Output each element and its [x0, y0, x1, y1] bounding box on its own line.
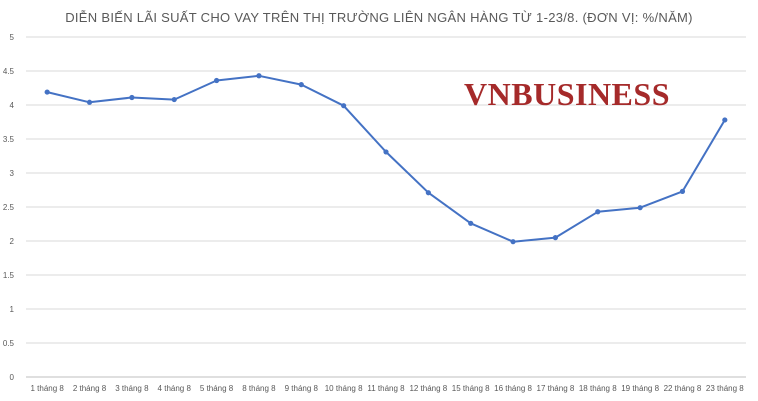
- y-tick-label: 3: [10, 169, 15, 178]
- data-point: [468, 220, 474, 226]
- x-tick-label: 9 tháng 8: [285, 384, 319, 393]
- x-tick-label: 16 tháng 8: [494, 384, 532, 393]
- x-tick-label: 1 tháng 8: [30, 384, 64, 393]
- x-tick-label: 10 tháng 8: [325, 384, 363, 393]
- data-point: [637, 205, 643, 211]
- x-tick-label: 8 tháng 8: [242, 384, 276, 393]
- x-tick-label: 5 tháng 8: [200, 384, 234, 393]
- data-point: [510, 239, 516, 245]
- data-point: [341, 103, 347, 109]
- chart-title: DIỄN BIẾN LÃI SUẤT CHO VAY TRÊN THỊ TRƯỜ…: [65, 10, 693, 25]
- x-tick-label: 4 tháng 8: [158, 384, 192, 393]
- x-tick-label: 18 tháng 8: [579, 384, 617, 393]
- x-tick-label: 3 tháng 8: [115, 384, 149, 393]
- x-tick-label: 2 tháng 8: [73, 384, 107, 393]
- data-point: [256, 73, 262, 79]
- y-tick-label: 4: [10, 101, 15, 110]
- x-tick-label: 15 tháng 8: [452, 384, 490, 393]
- data-point: [425, 190, 431, 196]
- vnbusiness-watermark: VNBUSINESS: [464, 76, 670, 112]
- data-point: [213, 77, 220, 84]
- data-point: [679, 188, 686, 194]
- data-point: [171, 96, 177, 103]
- data-point: [129, 94, 135, 101]
- data-point: [595, 209, 601, 215]
- x-tick-label: 12 tháng 8: [409, 384, 447, 393]
- y-tick-label: 1: [10, 305, 15, 314]
- x-tick-label: 22 tháng 8: [664, 384, 702, 393]
- y-tick-label: 5: [10, 33, 15, 42]
- x-axis-ticks: 1 tháng 8 2 tháng 8 3 tháng 8 4 tháng 8 5 th…: [30, 384, 744, 393]
- grid-lines: [26, 36, 746, 378]
- x-tick-label: 23 tháng 8: [706, 384, 744, 393]
- x-tick-label: 19 tháng 8: [621, 384, 659, 393]
- data-point: [298, 82, 304, 88]
- x-tick-label: 11 tháng 8: [367, 384, 405, 393]
- y-tick-label: 3.5: [3, 135, 15, 144]
- data-point: [383, 149, 389, 155]
- x-tick-label: 17 tháng 8: [537, 384, 575, 393]
- y-tick-label: 1.5: [3, 271, 15, 280]
- y-tick-label: 2: [10, 237, 15, 246]
- data-point: [722, 117, 728, 123]
- data-point: [86, 99, 93, 105]
- y-tick-label: 2.5: [3, 203, 15, 212]
- y-axis-ticks: 0 0.5 1 1.5 2 2.5 3 3.5 4 4.5 5: [3, 33, 15, 382]
- series-layer: [44, 73, 728, 245]
- y-tick-label: 0: [10, 373, 15, 382]
- data-point: [552, 235, 559, 241]
- y-tick-label: 0.5: [3, 339, 15, 348]
- data-point: [44, 89, 50, 95]
- y-tick-label: 4.5: [3, 67, 15, 76]
